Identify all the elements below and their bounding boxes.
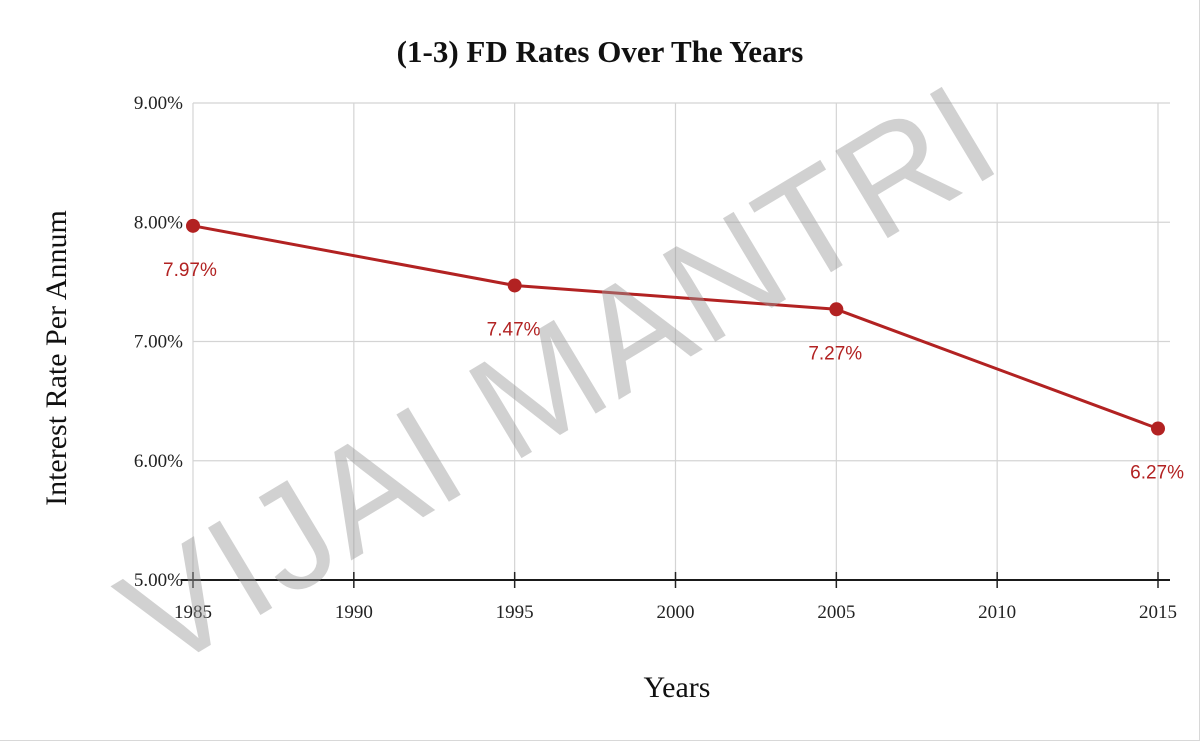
data-label: 7.27%: [808, 343, 862, 364]
series: [186, 218, 1165, 436]
x-axis-title: Years: [644, 671, 711, 704]
x-tick-label: 2000: [657, 602, 695, 623]
y-axis-title: Interest Rate Per Annum: [40, 210, 73, 506]
x-tick-label: 1990: [335, 602, 373, 623]
x-tick-label: 2005: [817, 602, 855, 623]
y-tick-label: 8.00%: [134, 212, 183, 233]
data-labels: 7.97% 7.47% 7.27% 6.27%: [163, 260, 1184, 484]
data-point: [1151, 421, 1165, 436]
data-label: 6.27%: [1130, 463, 1184, 484]
y-tick-label: 5.00%: [134, 570, 183, 591]
data-point: [186, 218, 200, 233]
watermark: VIJAI MANTRI: [94, 52, 1024, 701]
y-tick-label: 7.00%: [134, 332, 183, 353]
axes: 5.00% 6.00% 7.00% 8.00% 9.00% 1985 1990 1995 200…: [134, 93, 1177, 623]
x-tick-label: 2010: [978, 602, 1016, 623]
data-label: 7.97%: [163, 260, 217, 281]
x-tick-label: 1995: [496, 602, 534, 623]
x-tick-label: 2015: [1139, 602, 1177, 623]
chart-title: (1-3) FD Rates Over The Years: [397, 34, 804, 69]
data-point: [507, 278, 522, 293]
y-tick-label: 9.00%: [134, 93, 183, 114]
y-tick-label: 6.00%: [134, 451, 183, 472]
data-label: 7.47%: [487, 319, 541, 340]
data-point: [829, 302, 844, 317]
grid: [192, 102, 1170, 581]
x-tick-label: 1985: [174, 602, 212, 623]
series-line: [192, 224, 1159, 431]
